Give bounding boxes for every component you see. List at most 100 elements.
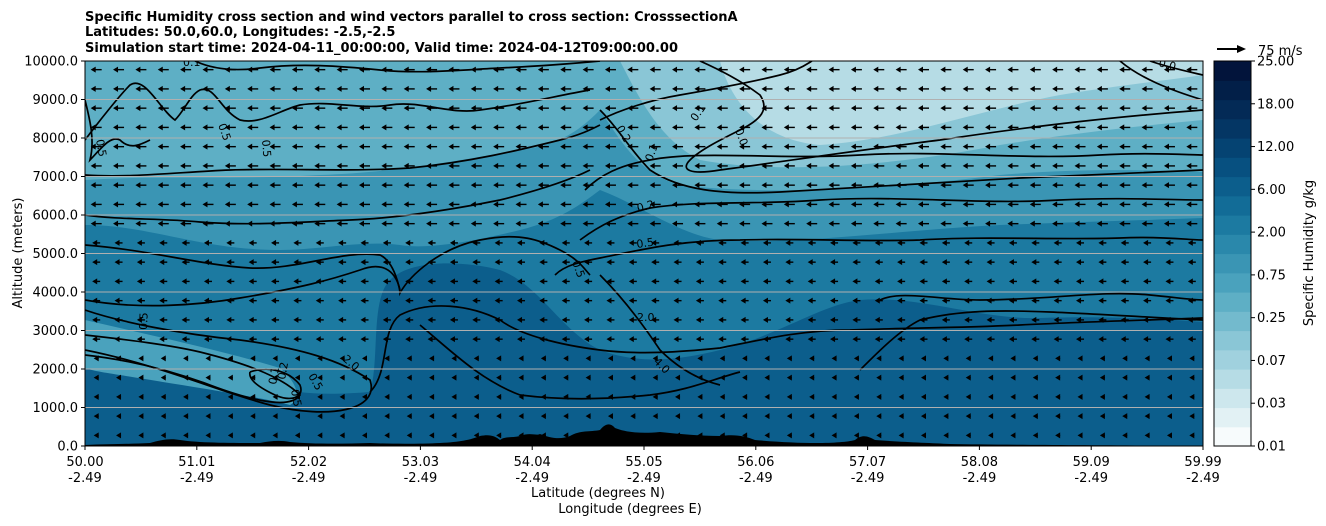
wind-arrow-head (962, 143, 968, 150)
colorbar-band (1214, 80, 1251, 101)
wind-arrow-head (651, 239, 657, 246)
wind-arrow-head (649, 182, 655, 189)
wind-arrow-head (672, 124, 678, 131)
colorbar-tick-label: 0.07 (1257, 354, 1286, 369)
wind-arrow-head (382, 336, 388, 343)
wind-arrow-head (384, 374, 390, 381)
wind-arrow-head (338, 336, 344, 343)
wind-arrow-head (921, 393, 926, 400)
wind-arrow-head (1029, 162, 1035, 169)
wind-arrow-head (604, 66, 610, 73)
wind-arrow-head (560, 220, 566, 227)
wind-arrow-head (470, 85, 476, 92)
wind-arrow-head (1074, 105, 1080, 112)
wind-arrow-head (1189, 432, 1195, 439)
wind-arrow-head (114, 259, 120, 266)
wind-arrow-head (874, 259, 880, 266)
wind-arrow-head (518, 413, 524, 420)
wind-arrow-head (807, 259, 813, 266)
wind-arrow-head (157, 143, 163, 150)
wind-arrow-head (1119, 124, 1125, 131)
wind-arrow-head (470, 201, 476, 208)
wind-arrow-head (494, 316, 500, 323)
wind-arrow-head (472, 239, 478, 246)
wind-arrow-head (1098, 316, 1104, 323)
wind-arrow-head (1098, 278, 1104, 285)
wind-arrow-head (873, 201, 879, 208)
wind-arrow-head (1074, 143, 1080, 150)
wind-arrow-head (1031, 239, 1037, 246)
wind-arrow-head (761, 201, 767, 208)
wind-arrow-head (831, 413, 837, 420)
wind-arrow-head (272, 432, 278, 439)
wind-arrow-head (293, 239, 299, 246)
wind-key-label: 75 m/s (1258, 44, 1303, 59)
wind-arrow-head (1119, 162, 1125, 169)
wind-arrow-head (716, 124, 722, 131)
x-axis-label-longitude: Longitude (degrees E) (558, 502, 702, 517)
x-tick-label-longitude: -2.49 (180, 471, 214, 486)
wind-arrow-head (1144, 432, 1150, 439)
wind-arrow-head (850, 124, 856, 131)
wind-arrow-head (247, 162, 253, 169)
wind-arrow-head (651, 316, 657, 323)
y-tick-label: 3000.0 (33, 324, 79, 339)
wind-arrow-head (828, 105, 834, 112)
wind-arrow-head (740, 316, 746, 323)
wind-arrow-head (113, 143, 119, 150)
wind-arrow-head (518, 355, 524, 362)
wind-arrow-head (203, 336, 209, 343)
wind-arrow-head (515, 124, 521, 131)
wind-arrow-head (874, 239, 880, 246)
wind-arrow-head (694, 105, 700, 112)
wind-arrow-head (1143, 316, 1149, 323)
wind-arrow-head (740, 278, 746, 285)
wind-arrow-head (336, 66, 342, 73)
wind-arrow-head (359, 85, 364, 92)
wind-arrow-head (606, 336, 612, 343)
wind-arrow-head (943, 393, 949, 400)
wind-arrow-head (203, 278, 209, 285)
wind-arrow-head (470, 105, 476, 112)
wind-arrow-head (742, 355, 748, 362)
wind-arrow-head (1074, 162, 1080, 169)
wind-arrow-head (336, 182, 342, 189)
wind-arrow-head (317, 355, 323, 362)
wind-arrow-head (627, 66, 633, 73)
wind-arrow-head (652, 355, 658, 362)
wind-arrow-head (92, 336, 98, 343)
wind-arrow-head (180, 162, 186, 169)
wind-arrow-head (540, 355, 546, 362)
wind-arrow-head (1053, 259, 1059, 266)
wind-arrow-head (135, 220, 141, 227)
wind-arrow-head (806, 143, 812, 150)
wind-arrow-head (360, 297, 366, 304)
wind-arrow-head (291, 162, 297, 169)
wind-arrow-head (985, 105, 991, 112)
wind-arrow-head (1166, 393, 1172, 400)
wind-arrow-head (560, 182, 566, 189)
wind-arrow-head (183, 393, 189, 400)
wind-arrow-head (716, 182, 722, 189)
contour-label: 0.5 (137, 312, 151, 330)
wind-arrow-head (831, 432, 837, 439)
wind-arrow-head (807, 297, 813, 304)
wind-arrow-head (183, 355, 189, 362)
wind-arrow-head (1119, 85, 1125, 92)
plot-area: 0.1 0.5 0.5 0.5 0.5 0.1 0.2 0.1 0.0 0.2 … (85, 61, 1203, 446)
wind-arrow-head (1029, 66, 1035, 73)
wind-arrow-head (806, 162, 812, 169)
wind-arrow-head (362, 432, 367, 439)
wind-arrow-head (672, 201, 678, 208)
wind-arrow-head (739, 182, 745, 189)
wind-arrow-head (607, 393, 613, 400)
wind-arrow-head (1143, 239, 1149, 246)
wind-arrow-head (965, 413, 971, 420)
contour-label: 0.2 (635, 198, 655, 215)
wind-arrow-head (1053, 278, 1059, 285)
wind-arrow-head (1186, 220, 1192, 227)
wind-arrow-head (718, 336, 724, 343)
x-tick-label-latitude: 52.02 (290, 455, 327, 470)
wind-arrow-head (1096, 66, 1102, 73)
wind-arrow-head (429, 374, 435, 381)
